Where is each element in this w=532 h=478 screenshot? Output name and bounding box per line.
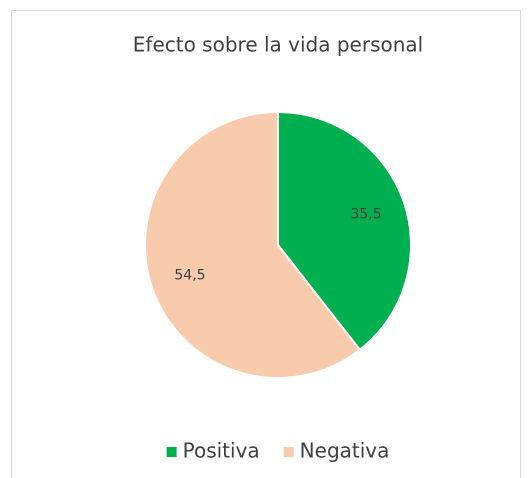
legend-label: Positiva	[183, 439, 260, 463]
legend-swatch	[283, 447, 294, 457]
pie-slice	[144, 110, 362, 379]
data-label: 35,5	[350, 207, 381, 223]
pie-slice	[277, 110, 412, 352]
chart-title: Efecto sobre la vida personal	[133, 33, 423, 57]
legend-label: Negativa	[300, 439, 390, 463]
data-label: 54,5	[174, 267, 205, 283]
legend-swatch	[166, 447, 177, 457]
